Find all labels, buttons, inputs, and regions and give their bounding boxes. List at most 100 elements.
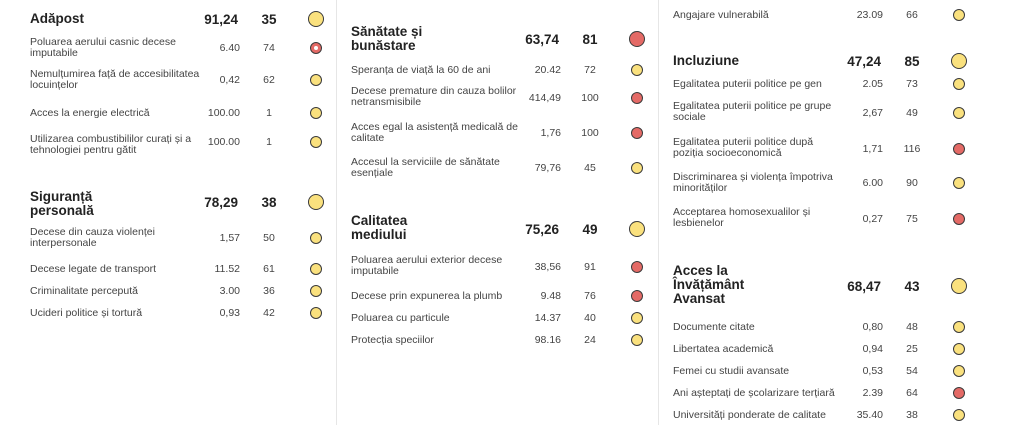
status-circle-yellow[interactable] [953,107,965,119]
indicator-label: Acceptarea homosexualilor și lesbienelor [673,206,811,229]
indicator-rank: 40 [584,312,596,324]
section-title: Siguranță personală [30,189,94,218]
status-circle-yellow[interactable] [310,285,322,297]
section-title: Acces la Învățământ Avansat [673,263,745,306]
status-circle-yellow[interactable] [310,307,322,319]
indicator-label: Egalitatea puterii politice pe grupe soc… [673,100,832,123]
indicator-value: 2.39 [862,387,883,399]
indicator-rank: 38 [906,409,918,421]
indicator-rank: 74 [263,42,275,54]
status-circle-yellow[interactable] [310,232,322,244]
indicator-rank: 100 [581,127,599,139]
status-circle-red[interactable] [631,127,643,139]
status-circle-red[interactable] [629,31,645,47]
status-circle-yellow[interactable] [951,278,967,294]
status-circle-yellow[interactable] [951,53,967,69]
indicator-label: Decese prin expunerea la plumb [351,290,503,302]
status-circle-red[interactable] [631,92,643,104]
section-header: Sănătate și bunăstare 63,74 81 [351,25,651,55]
indicator-value: 0,27 [862,213,883,225]
status-circle-yellow[interactable] [953,9,965,21]
section-adapost: Adăpost 91,24 35 Poluarea aerului casnic… [30,11,330,156]
status-circle-yellow[interactable] [310,107,322,119]
status-circle-red-selected[interactable] [310,42,322,54]
indicator-label: Universități ponderate de calitate [673,409,826,421]
indicator-rank: 91 [584,261,596,273]
indicator-rank: 72 [584,64,596,76]
section-header: Incluziune 47,24 85 [673,53,973,84]
section-incluziune: Incluziune 47,24 85 Egalitatea puterii p… [673,53,973,229]
indicator-rank: 50 [263,232,275,244]
indicator-rank: 54 [906,365,918,377]
section-score: 91,24 [204,12,238,27]
status-circle-yellow[interactable] [631,312,643,324]
indicator-rank: 25 [906,343,918,355]
status-circle-yellow[interactable] [953,78,965,90]
indicator-label: Decese legate de transport [30,263,157,275]
indicator-value: 100.00 [207,107,240,119]
indicator-value: 0,94 [862,343,883,355]
indicator-label: Utilizarea combustibililor curați și a t… [30,133,192,156]
indicator-rank: 61 [263,263,275,275]
indicator-rank: 42 [263,307,275,319]
indicator-rank: 48 [906,321,918,333]
indicator-value: 3.00 [219,285,240,297]
status-circle-red[interactable] [631,290,643,302]
section-rank: 81 [582,32,598,47]
indicator-value: 0,80 [862,321,883,333]
indicator-rank: 64 [906,387,918,399]
indicator-label: Protecția speciilor [351,334,434,346]
status-circle-yellow[interactable] [308,11,324,27]
status-circle-yellow[interactable] [953,343,965,355]
status-circle-yellow[interactable] [631,162,643,174]
indicator-value: 23.09 [856,9,883,21]
indicator-value: 6.00 [862,177,883,189]
indicator-label: Libertatea academică [673,343,774,355]
status-circle-yellow[interactable] [953,177,965,189]
section-score: 75,26 [525,222,559,237]
status-circle-yellow[interactable] [310,136,322,148]
status-circle-yellow[interactable] [308,194,324,210]
status-circle-red[interactable] [953,143,965,155]
indicator-rank: 49 [906,107,918,119]
column-divider [336,0,337,425]
status-circle-red[interactable] [631,261,643,273]
indicator-value: 14.37 [534,312,561,324]
section-sanatate-si-bunastare: Sănătate și bunăstare 63,74 81 Speranța … [351,25,651,179]
indicator-rank: 36 [263,285,275,297]
status-circle-yellow[interactable] [310,74,322,86]
section-rank: 38 [261,195,277,210]
indicator-rank: 73 [906,78,918,90]
indicator-value: 38,56 [534,261,561,273]
status-circle-red[interactable] [953,213,965,225]
indicator-value: 1,76 [540,127,561,139]
indicator-rank: 90 [906,177,918,189]
status-circle-yellow[interactable] [310,263,322,275]
section-acces-la-invatamant-avansat: Acces la Învățământ Avansat 68,47 43 Doc… [673,264,973,421]
indicator-label: Accesul la serviciile de sănătate esenți… [351,156,500,179]
status-circle-yellow[interactable] [631,334,643,346]
indicator-value: 2.05 [862,78,883,90]
indicator-value: 35.40 [856,409,883,421]
indicator-label: Poluarea aerului exterior decese imputab… [351,254,503,277]
section-header: Acces la Învățământ Avansat 68,47 43 [673,264,973,306]
status-circle-yellow[interactable] [629,221,645,237]
indicator-rank: 1 [266,107,272,119]
status-circle-red[interactable] [953,387,965,399]
status-circle-yellow[interactable] [953,409,965,421]
indicator-label: Poluarea cu particule [351,312,450,324]
indicator-value: 9.48 [540,290,561,302]
status-circle-yellow[interactable] [631,64,643,76]
section-rank: 35 [261,12,277,27]
section-header: Adăpost 91,24 35 [30,11,330,42]
indicator-value: 0,93 [219,307,240,319]
indicator-value: 79,76 [534,162,561,174]
section-title: Sănătate și bunăstare [351,24,423,53]
indicator-value: 414,49 [528,92,561,104]
indicator-rank: 116 [903,143,921,155]
indicator-label: Egalitatea puterii politice după poziția… [673,136,814,159]
section-score: 47,24 [847,54,881,69]
indicator-value: 2,67 [862,107,883,119]
status-circle-yellow[interactable] [953,321,965,333]
status-circle-yellow[interactable] [953,365,965,377]
